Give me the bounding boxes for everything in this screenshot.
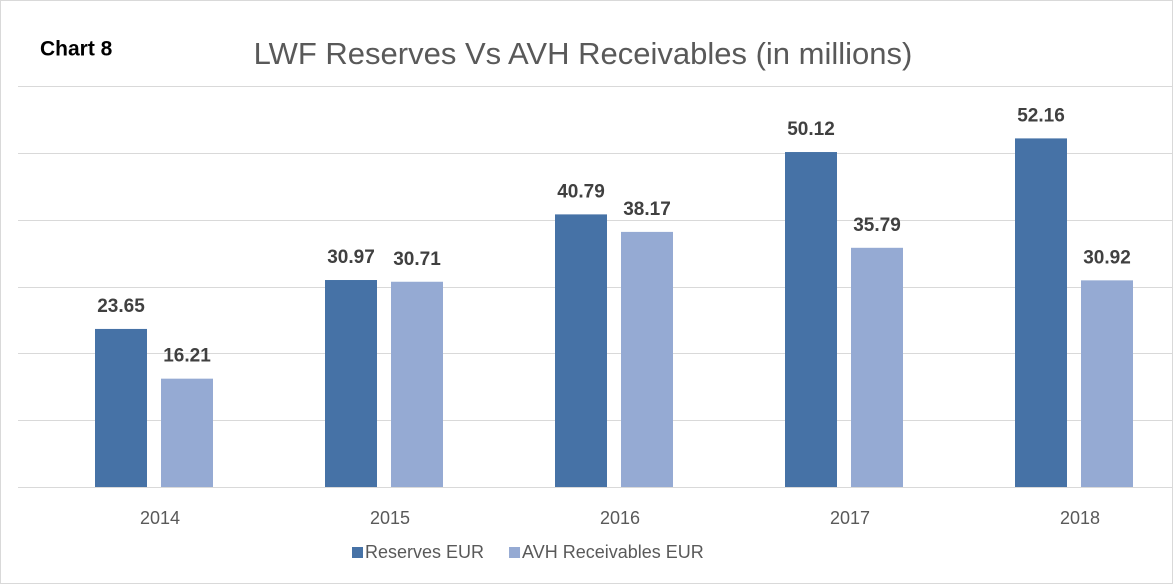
x-tick-label: 2016 [600,508,640,528]
data-label: 38.17 [623,199,671,220]
data-label: 52.16 [1017,105,1065,126]
bar [555,214,607,487]
x-tick-label: 2014 [140,508,180,528]
bar [621,231,673,487]
bar [161,378,213,487]
data-label: 30.92 [1083,247,1131,268]
bar [391,281,443,487]
legend-swatch [509,547,521,558]
data-label: 30.71 [393,249,441,270]
data-label: 40.79 [557,181,605,202]
bar [785,152,837,488]
chart-title: LWF Reserves Vs AVH Receivables (in mill… [254,36,913,71]
legend-swatch [352,547,363,558]
bar [95,328,147,487]
data-label: 30.97 [327,247,375,268]
legend-label: AVH Receivables EUR [522,542,704,562]
x-tick-label: 2017 [830,508,870,528]
data-label: 23.65 [97,296,145,317]
x-tick-label: 2015 [370,508,410,528]
bar [1015,138,1067,487]
bar [325,280,377,487]
x-tick-label: 2018 [1060,508,1100,528]
data-label: 35.79 [853,215,901,236]
data-label: 50.12 [787,119,835,140]
chart-label: Chart 8 [40,38,113,61]
bar [851,247,903,487]
legend-label: Reserves EUR [365,542,484,562]
data-label: 16.21 [163,346,211,367]
bar [1081,280,1133,487]
